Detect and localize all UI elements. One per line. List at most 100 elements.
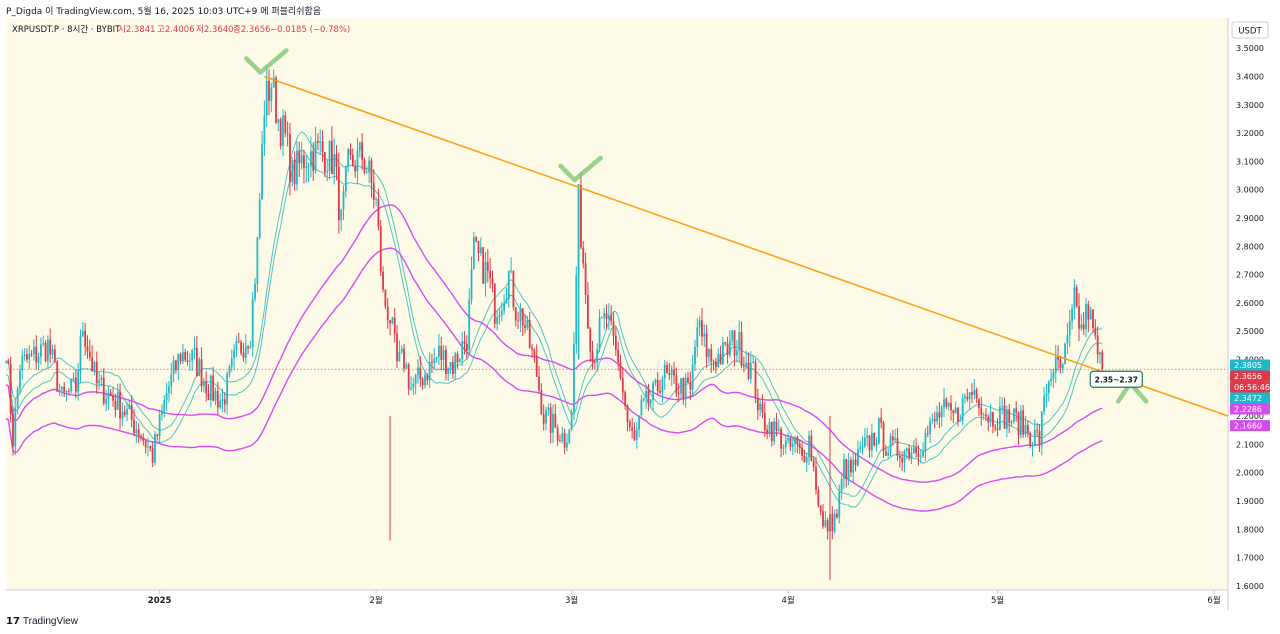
candle-body [705, 333, 708, 358]
candle-body [521, 308, 524, 326]
candle-body [600, 317, 603, 319]
candle-body [908, 448, 911, 459]
candle-body [666, 365, 668, 374]
candle-body [414, 375, 417, 384]
candle-body [868, 435, 871, 451]
candle-body [614, 335, 617, 350]
candle-body [156, 434, 159, 437]
candle-body [780, 429, 782, 449]
candle-body [458, 359, 461, 363]
candle-body [959, 420, 962, 422]
price-label-text: 2.1660 [1234, 422, 1262, 431]
candle-body [498, 314, 501, 317]
candle-body [1022, 410, 1025, 435]
candle-body [961, 398, 964, 421]
candle-body [833, 513, 836, 532]
y-tick-label: 3.3000 [1236, 101, 1264, 110]
candle-body [859, 447, 862, 449]
y-tick-label: 2.7000 [1236, 271, 1264, 280]
candle-body [472, 237, 475, 270]
candle-body [312, 151, 315, 171]
candle-body [60, 386, 63, 390]
candle-body [356, 150, 359, 172]
candle-body [587, 294, 589, 329]
candle-body [989, 412, 992, 423]
candle-body [491, 278, 494, 284]
time-axis[interactable]: 2025 2월 3월 4월 5월 6월 [148, 590, 1221, 606]
y-tick-label: 3.0000 [1236, 186, 1264, 195]
candle-body [261, 144, 263, 200]
candle-body [975, 389, 978, 399]
candle-body [51, 349, 54, 355]
candle-body [1073, 287, 1076, 309]
tradingview-logo[interactable]: 17 TradingView [6, 616, 78, 627]
candle-body [717, 353, 720, 368]
candle-body [321, 141, 324, 152]
candle-body [361, 142, 364, 160]
candle-body [933, 419, 936, 422]
candle-body [512, 270, 515, 308]
candle-body [649, 399, 652, 404]
candle-body [335, 153, 338, 167]
candle-body [638, 415, 641, 430]
candle-body [1094, 328, 1097, 336]
candle-body [731, 330, 734, 341]
candle-body [1085, 304, 1087, 330]
candle-body [845, 459, 848, 480]
price-chart[interactable]: 2.35~2.37 3.5000 3.4000 3.3000 3.2000 3.1000… [0, 18, 1280, 610]
candle-body [1066, 335, 1069, 344]
candle-body [761, 403, 764, 413]
candle-body [912, 447, 915, 453]
candle-body [556, 427, 559, 441]
candle-body [794, 436, 796, 444]
candle-body [375, 199, 377, 201]
candle-body [891, 436, 894, 441]
candle-body [323, 151, 326, 173]
candle-body [128, 405, 131, 410]
y-tick-label: 2.9000 [1236, 214, 1264, 223]
candle-body [370, 160, 373, 183]
candle-body [140, 436, 142, 439]
candle-body [342, 191, 345, 210]
candle-body [1057, 356, 1059, 360]
candle-body [268, 81, 270, 101]
candle-body [286, 133, 289, 135]
candle-body [549, 407, 552, 433]
candle-body [1017, 412, 1020, 436]
candle-body [186, 360, 189, 362]
candle-body [384, 289, 387, 307]
price-label-text: 06:56:46 [1234, 383, 1270, 392]
candle-body [226, 373, 229, 405]
price-axis-background [1228, 18, 1280, 590]
candle-body [424, 375, 426, 386]
candle-body [898, 455, 901, 459]
candle-body [98, 380, 101, 384]
candle-body [314, 141, 317, 171]
candle-body [168, 386, 170, 393]
candle-body [929, 420, 931, 434]
candle-body [1064, 343, 1066, 365]
candle-body [812, 461, 815, 467]
candle-body [209, 375, 212, 401]
candle-body [44, 342, 47, 362]
candle-body [770, 421, 773, 442]
candle-body [149, 446, 152, 449]
chart-frame[interactable]: 2.35~2.37 3.5000 3.4000 3.3000 3.2000 3.1000… [0, 18, 1280, 610]
candle-body [393, 317, 396, 334]
candle-body [817, 490, 820, 506]
candle-body [175, 360, 177, 371]
candle-body [689, 382, 692, 390]
candle-body [836, 513, 838, 518]
candle-body [505, 298, 508, 304]
price-range-annotation-box [1089, 370, 1143, 388]
candle-body [405, 364, 408, 369]
price-labels: 2.3805 2.3656 06:56:46 2.3472 2.2286 2.1660 [1230, 359, 1270, 432]
y-tick-label: 1.8000 [1236, 525, 1264, 534]
y-tick-label: 2.8000 [1236, 242, 1264, 251]
candle-body [291, 159, 294, 183]
currency-box[interactable] [1231, 21, 1269, 39]
candle-body [107, 392, 110, 400]
candle-body [919, 456, 922, 458]
candle-body [931, 419, 934, 421]
ohlc-change: −0.0185 (−0.78%) [270, 25, 350, 35]
